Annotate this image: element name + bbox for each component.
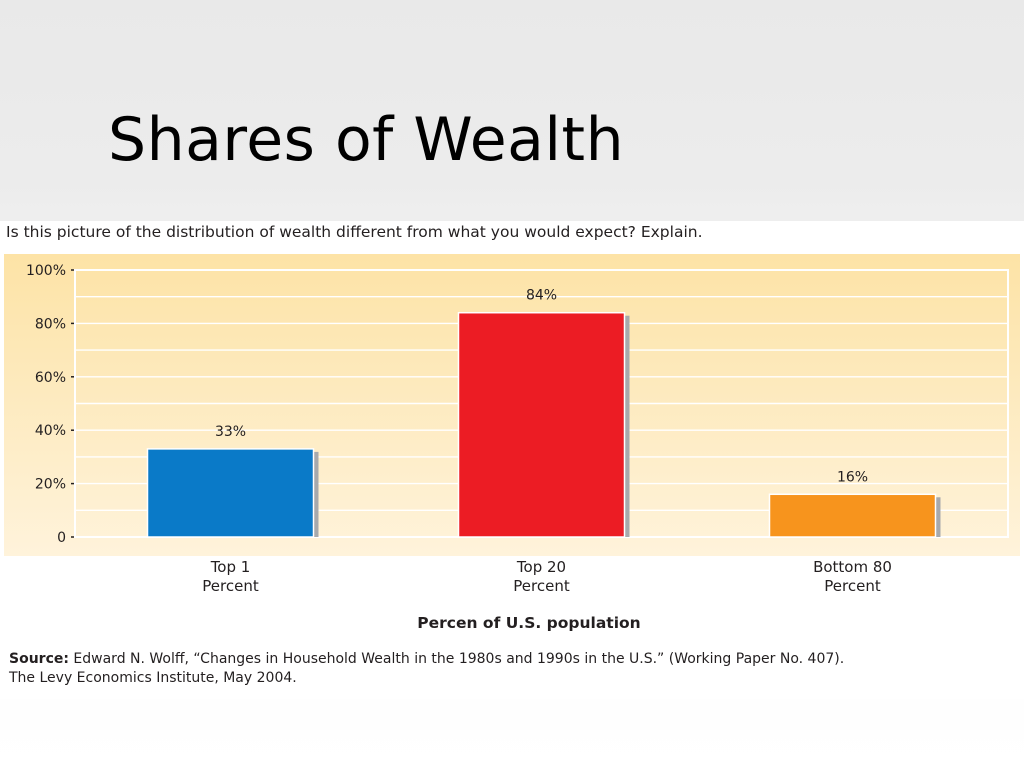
y-tick-label: 20%	[35, 477, 66, 493]
bar	[457, 311, 626, 538]
bar-shadow	[624, 315, 630, 537]
x-category-label: Top 20	[516, 558, 566, 576]
chart-figure: Is this picture of the distribution of w…	[0, 221, 1024, 699]
y-tick-label: 40%	[35, 423, 66, 439]
y-tick-label: 60%	[35, 370, 66, 386]
x-category-label: Percent	[513, 577, 570, 595]
bar-shadow	[935, 497, 941, 537]
y-tick-label: 0	[57, 530, 66, 546]
bar-shadow	[313, 451, 319, 537]
y-tick-label: 80%	[35, 316, 66, 332]
slide-title: Shares of Wealth	[108, 105, 625, 175]
x-category-label: Top 1	[210, 558, 251, 576]
bar-data-label: 16%	[837, 469, 868, 485]
x-category-label: Percent	[824, 577, 881, 595]
x-category-label: Bottom 80	[813, 558, 892, 576]
x-category-label: Percent	[202, 577, 259, 595]
source-note: Source: Edward N. Wolff, “Changes in Hou…	[9, 650, 844, 688]
source-text: Edward N. Wolff, “Changes in Household W…	[68, 651, 845, 667]
y-tick-label: 100%	[26, 263, 66, 279]
bar	[146, 448, 315, 538]
bar	[768, 493, 937, 538]
source-text-line2: The Levy Economics Institute, May 2004.	[9, 670, 297, 686]
bar-data-label: 33%	[215, 424, 246, 440]
source-label: Source:	[9, 651, 69, 667]
chart-question: Is this picture of the distribution of w…	[6, 223, 703, 241]
x-axis-title: Percen of U.S. population	[417, 614, 640, 632]
bar-data-label: 84%	[526, 288, 557, 304]
